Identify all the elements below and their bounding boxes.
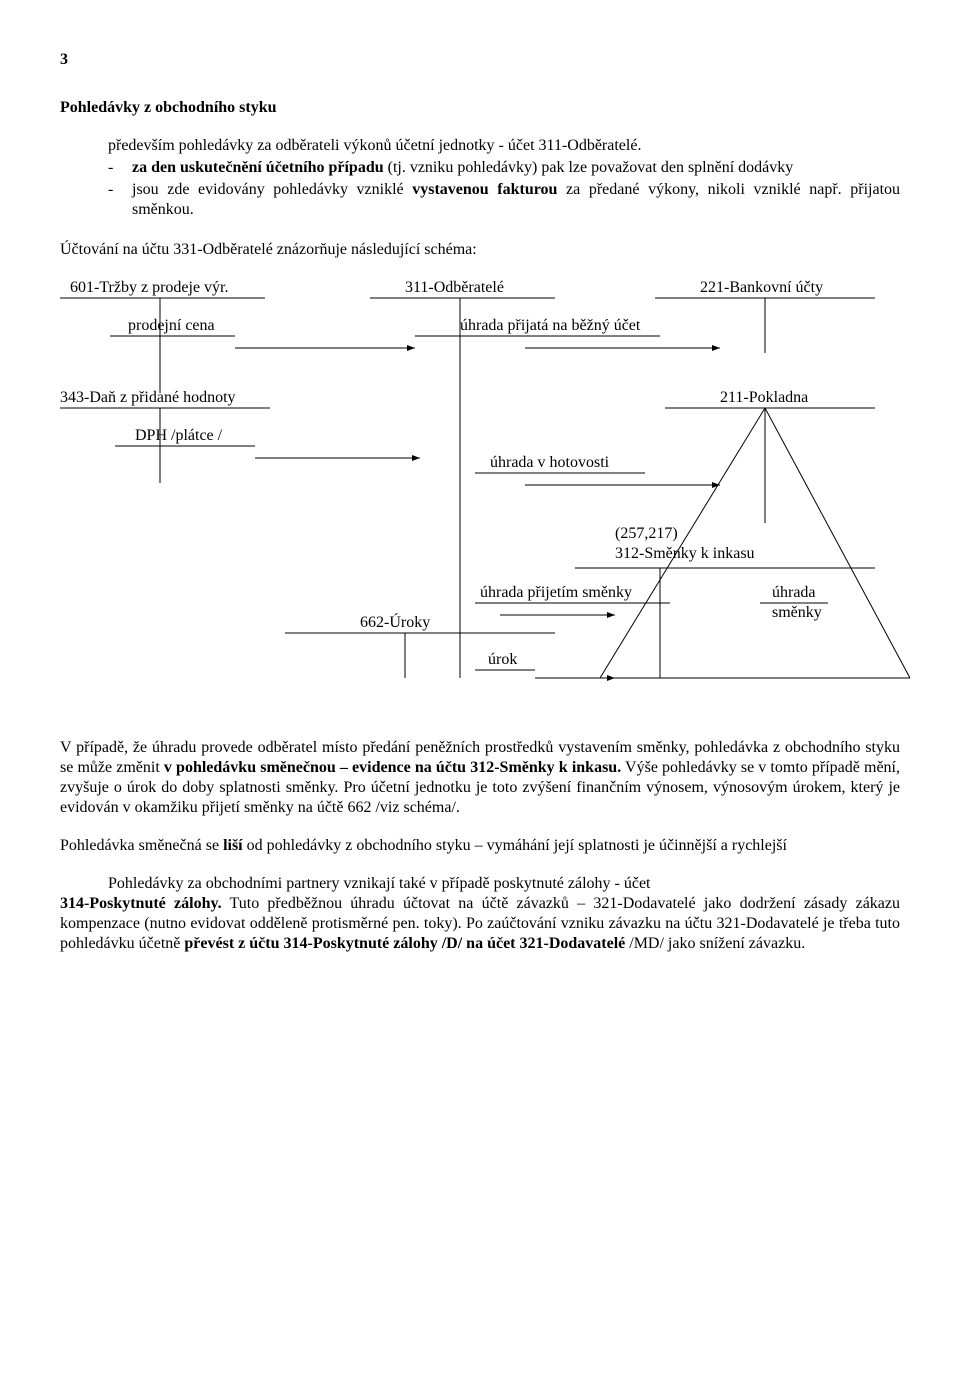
bullet-2-text: jsou zde evidovány pohledávky vzniklé vy… [132, 180, 900, 220]
bullet-1-text: za den uskutečnění účetního případu (tj.… [132, 158, 900, 178]
para-3-c: převést z účtu 314-Poskytnuté zálohy /D/… [184, 935, 625, 952]
para-3: Pohledávky za obchodními partnery vznika… [60, 874, 900, 954]
para-2-c: od pohledávky z obchodního styku – vymáh… [243, 837, 787, 854]
para-2: Pohledávka směnečná se liší od pohledávk… [60, 836, 900, 856]
label-smenky: směnky [772, 603, 822, 623]
label-dph: DPH /plátce / [135, 426, 222, 446]
bullet-2-bold: vystavenou fakturou [412, 181, 557, 198]
label-uhrada: úhrada [772, 583, 816, 603]
bullet-2: - jsou zde evidovány pohledávky vzniklé … [108, 180, 900, 220]
para-3-d: /MD/ jako snížení závazku. [625, 935, 805, 952]
label-smenky-ref: (257,217) [615, 524, 678, 544]
para-1: V případě, že úhradu provede odběratel m… [60, 738, 900, 818]
schema-intro: Účtování na účtu 331-Odběratelé znázorňu… [60, 240, 900, 260]
section-title: Pohledávky z obchodního styku [60, 98, 900, 118]
intro-block: především pohledávky za odběrateli výkon… [108, 136, 900, 220]
label-uhrada-bezny: úhrada přijatá na běžný účet [460, 316, 640, 336]
para-3-a: 314-Poskytnuté zálohy. [60, 895, 222, 912]
label-acc211: 211-Pokladna [720, 388, 808, 408]
label-acc221: 221-Bankovní účty [700, 278, 823, 298]
label-prodejni-cena: prodejní cena [128, 316, 215, 336]
para-2-b: liší [223, 837, 243, 854]
para-2-a: Pohledávka směnečná se [60, 837, 223, 854]
accounting-diagram: 601-Tržby z prodeje výr. 311-Odběratelé … [60, 278, 900, 708]
label-acc312: 312-Směnky k inkasu [615, 544, 755, 564]
bullet-1-mark: - [108, 158, 132, 178]
bullet-2-mark: - [108, 180, 132, 220]
label-uhrada-hotovost: úhrada v hotovosti [490, 453, 609, 473]
page-number: 3 [60, 50, 900, 70]
bullet-2-a: jsou zde evidovány pohledávky vzniklé [132, 181, 412, 198]
para-1-b: v pohledávku směnečnou – evidence na účt… [164, 759, 621, 776]
bullet-1: - za den uskutečnění účetního případu (t… [108, 158, 900, 178]
bullet-1-bold: za den uskutečnění účetního případu [132, 159, 384, 176]
label-acc662: 662-Úroky [360, 613, 430, 633]
label-urok: úrok [488, 650, 517, 670]
intro-line: především pohledávky za odběrateli výkon… [108, 136, 900, 156]
para-3-lead: Pohledávky za obchodními partnery vznika… [108, 875, 651, 892]
label-acc311: 311-Odběratelé [405, 278, 504, 298]
label-acc601: 601-Tržby z prodeje výr. [70, 278, 229, 298]
label-uhrada-smenky: úhrada přijetím směnky [480, 583, 632, 603]
bullet-1-rest: (tj. vzniku pohledávky) pak lze považova… [384, 159, 794, 176]
label-acc343: 343-Daň z přidané hodnoty [60, 388, 236, 408]
